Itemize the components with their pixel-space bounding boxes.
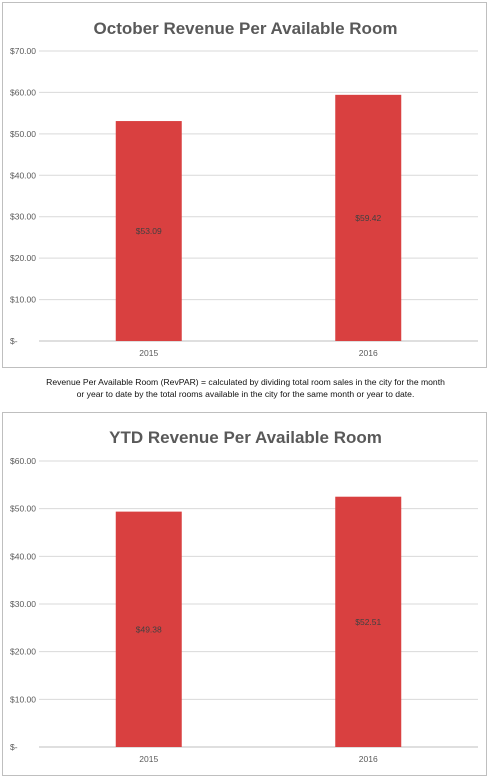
- y-tick-label: $10.00: [10, 694, 36, 704]
- y-tick-label: $20.00: [10, 647, 36, 657]
- bar-2015: [115, 511, 182, 747]
- revpar-definition-note: Revenue Per Available Room (RevPAR) = ca…: [0, 376, 491, 400]
- revpar-note-line-1: Revenue Per Available Room (RevPAR) = ca…: [46, 377, 445, 387]
- y-tick-label: $50.00: [10, 504, 36, 514]
- y-tick-label: $30.00: [10, 212, 36, 222]
- y-tick-label: $60.00: [10, 456, 36, 466]
- y-tick-label: $10.00: [10, 295, 36, 305]
- y-tick-label: $-: [10, 742, 18, 752]
- y-tick-label: $40.00: [10, 551, 36, 561]
- x-tick-label-2015: 2015: [139, 754, 158, 764]
- ytd-revpar-chart: YTD Revenue Per Available Room $- $10.00 $2…: [2, 412, 487, 776]
- october-revpar-chart: October Revenue Per Available Room $- $10.…: [2, 2, 487, 368]
- chart-title: YTD Revenue Per Available Room: [109, 428, 382, 447]
- y-tick-label: $60.00: [10, 87, 36, 97]
- y-tick-label: $70.00: [10, 46, 36, 56]
- x-tick-label-2016: 2016: [359, 754, 378, 764]
- bar-2015: [115, 121, 182, 341]
- y-tick-label: $-: [10, 336, 18, 346]
- y-tick-label: $40.00: [10, 170, 36, 180]
- data-label-2016: $52.51: [355, 617, 381, 627]
- data-label-2015: $53.09: [136, 226, 162, 236]
- y-tick-label: $30.00: [10, 599, 36, 609]
- bar-2016: [335, 496, 402, 747]
- y-tick-label: $50.00: [10, 129, 36, 139]
- data-label-2016: $59.42: [355, 213, 381, 223]
- chart-title: October Revenue Per Available Room: [94, 19, 398, 38]
- ytd-revpar-chart-svg: YTD Revenue Per Available Room $- $10.00 $2…: [10, 428, 478, 764]
- october-revpar-chart-svg: October Revenue Per Available Room $- $10.…: [10, 19, 478, 358]
- data-label-2015: $49.38: [136, 624, 162, 634]
- bar-2016: [335, 94, 402, 342]
- x-tick-label-2016: 2016: [359, 348, 378, 358]
- y-tick-label: $20.00: [10, 253, 36, 263]
- x-tick-label-2015: 2015: [139, 348, 158, 358]
- revpar-note-line-2: or year to date by the total rooms avail…: [76, 389, 415, 399]
